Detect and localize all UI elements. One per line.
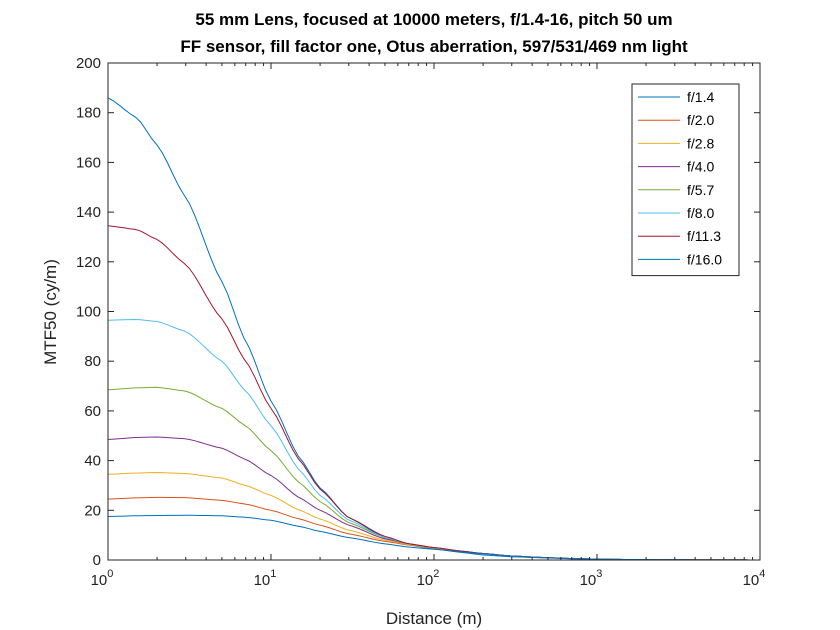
chart-title-line-1: 55 mm Lens, focused at 10000 meters, f/1… — [195, 10, 672, 29]
y-tick-label: 40 — [84, 453, 101, 470]
legend-box — [631, 83, 740, 277]
y-axis-label: MTF50 (cy/m) — [41, 259, 60, 365]
x-tick-label: 101 — [254, 568, 277, 589]
y-tick-label: 160 — [76, 154, 101, 171]
chart-title-line-2: FF sensor, fill factor one, Otus aberrat… — [180, 37, 688, 56]
y-tick-label: 80 — [84, 353, 101, 370]
legend-label: f/4.0 — [687, 159, 714, 175]
x-tick-label: 104 — [743, 568, 766, 589]
y-tick-label: 20 — [84, 502, 101, 519]
legend-label: f/2.8 — [687, 135, 714, 151]
y-tick-label: 0 — [93, 552, 101, 569]
y-tick-label: 120 — [76, 254, 101, 271]
legend-label: f/1.4 — [687, 89, 714, 105]
y-tick-label: 100 — [76, 304, 101, 321]
x-tick-label: 100 — [91, 568, 114, 589]
legend-label: f/5.7 — [687, 182, 714, 198]
x-tick-label: 102 — [417, 568, 440, 589]
legend: f/1.4 f/2.0 f/2.8 f/4.0 f/5.7 f/8.0 f/11.3 f/16… — [631, 83, 740, 277]
legend-label: f/16.0 — [687, 251, 722, 267]
y-axis-ticks: 0 20 40 60 80 100 120 140 160 180 200 — [76, 55, 760, 569]
y-tick-label: 200 — [76, 55, 101, 72]
y-tick-label: 60 — [84, 403, 101, 420]
x-tick-label: 103 — [580, 568, 603, 589]
legend-label: f/2.0 — [687, 112, 714, 128]
legend-label: f/11.3 — [687, 228, 721, 244]
y-tick-label: 140 — [76, 204, 101, 221]
x-axis-label: Distance (m) — [386, 609, 482, 628]
x-axis-ticks: 100 101 102 103 104 — [91, 63, 766, 589]
legend-label: f/8.0 — [687, 205, 714, 221]
y-tick-label: 180 — [76, 105, 101, 122]
